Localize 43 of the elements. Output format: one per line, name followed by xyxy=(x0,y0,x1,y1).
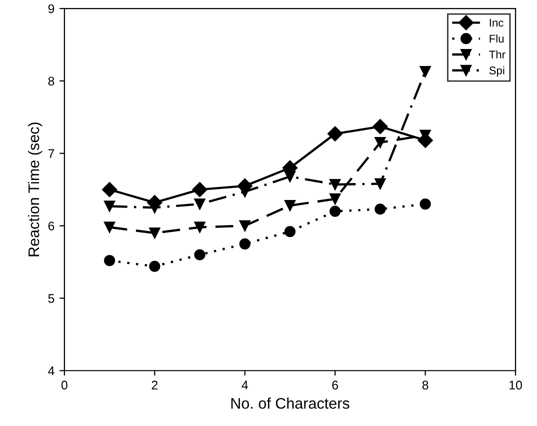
x-tick-label: 0 xyxy=(61,380,68,390)
y-tick-label: 8 xyxy=(48,76,54,86)
point xyxy=(284,200,296,212)
point xyxy=(194,222,206,233)
point xyxy=(239,238,250,250)
point xyxy=(330,178,341,190)
point xyxy=(284,170,296,182)
x-tick-label: 4 xyxy=(242,380,248,390)
point xyxy=(149,227,160,239)
point xyxy=(420,66,431,78)
point xyxy=(104,222,116,233)
point xyxy=(374,204,386,215)
point xyxy=(104,254,116,266)
x-axis-title: No. of Characters xyxy=(231,398,350,409)
x-tick-label: 10 xyxy=(510,380,522,390)
legend-label: Flu xyxy=(490,34,504,43)
point xyxy=(372,118,388,134)
point xyxy=(104,200,116,212)
point xyxy=(102,182,118,198)
y-tick-label: 7 xyxy=(48,149,54,158)
y-axis-title: Reaction Time (sec) xyxy=(28,122,42,256)
point xyxy=(374,136,386,148)
y-tick-label: 4 xyxy=(48,366,54,376)
point xyxy=(194,249,206,260)
y-tick-label: 5 xyxy=(48,294,54,303)
point xyxy=(239,220,250,232)
x-tick-label: 6 xyxy=(332,380,338,390)
point xyxy=(330,193,341,205)
y-tick-label: 9 xyxy=(48,4,54,14)
point xyxy=(284,226,296,238)
point xyxy=(194,198,206,210)
point xyxy=(330,206,341,217)
legend-label: Thr xyxy=(489,50,506,58)
point xyxy=(149,260,160,272)
point xyxy=(374,178,386,190)
legend-label: Spi xyxy=(489,66,504,77)
point xyxy=(328,126,343,142)
legend-label: Inc xyxy=(490,18,504,27)
x-tick-label: 2 xyxy=(152,380,158,390)
x-tick-label: 8 xyxy=(422,380,428,390)
y-tick-label: 6 xyxy=(48,222,54,230)
point xyxy=(192,182,208,198)
point xyxy=(420,198,431,210)
